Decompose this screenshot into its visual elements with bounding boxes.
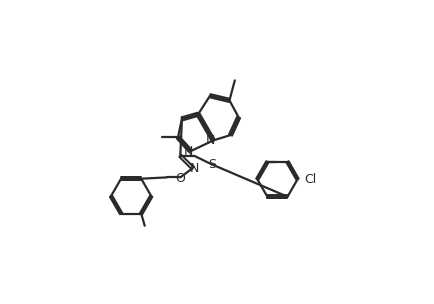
Text: O: O (175, 171, 185, 185)
Text: Cl: Cl (304, 173, 317, 186)
Text: N: N (183, 145, 193, 158)
Text: S: S (207, 158, 216, 171)
Text: N: N (190, 162, 200, 175)
Text: N: N (206, 134, 215, 147)
